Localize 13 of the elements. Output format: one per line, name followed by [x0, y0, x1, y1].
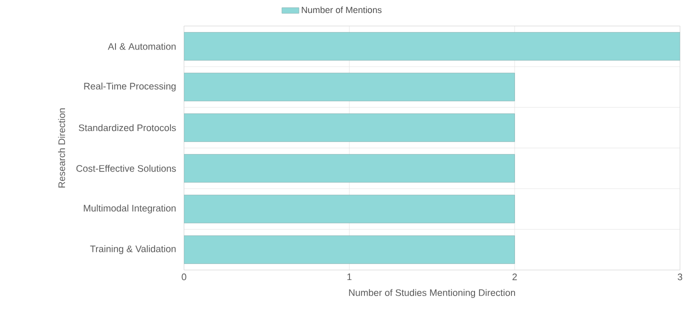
x-tick-label: 2	[512, 274, 517, 280]
x-axis-title: Number of Studies Mentioning Direction	[349, 289, 516, 298]
x-tick-label: 3	[678, 274, 682, 280]
y-tick-label: Cost-Effective Solutions	[76, 164, 176, 172]
y-axis-title: Research Direction	[58, 108, 66, 188]
legend-label: Number of Mentions	[302, 6, 382, 14]
x-tick-label: 1	[347, 274, 352, 280]
y-tick-label: Real-Time Processing	[84, 82, 176, 92]
y-tick-label: Standardized Protocols	[78, 124, 176, 132]
y-tick-label: Training & Validation	[90, 245, 176, 254]
x-tick-label: 0	[182, 274, 186, 280]
y-tick-label: AI & Automation	[108, 42, 176, 50]
y-tick-label: Multimodal Integration	[84, 204, 176, 214]
